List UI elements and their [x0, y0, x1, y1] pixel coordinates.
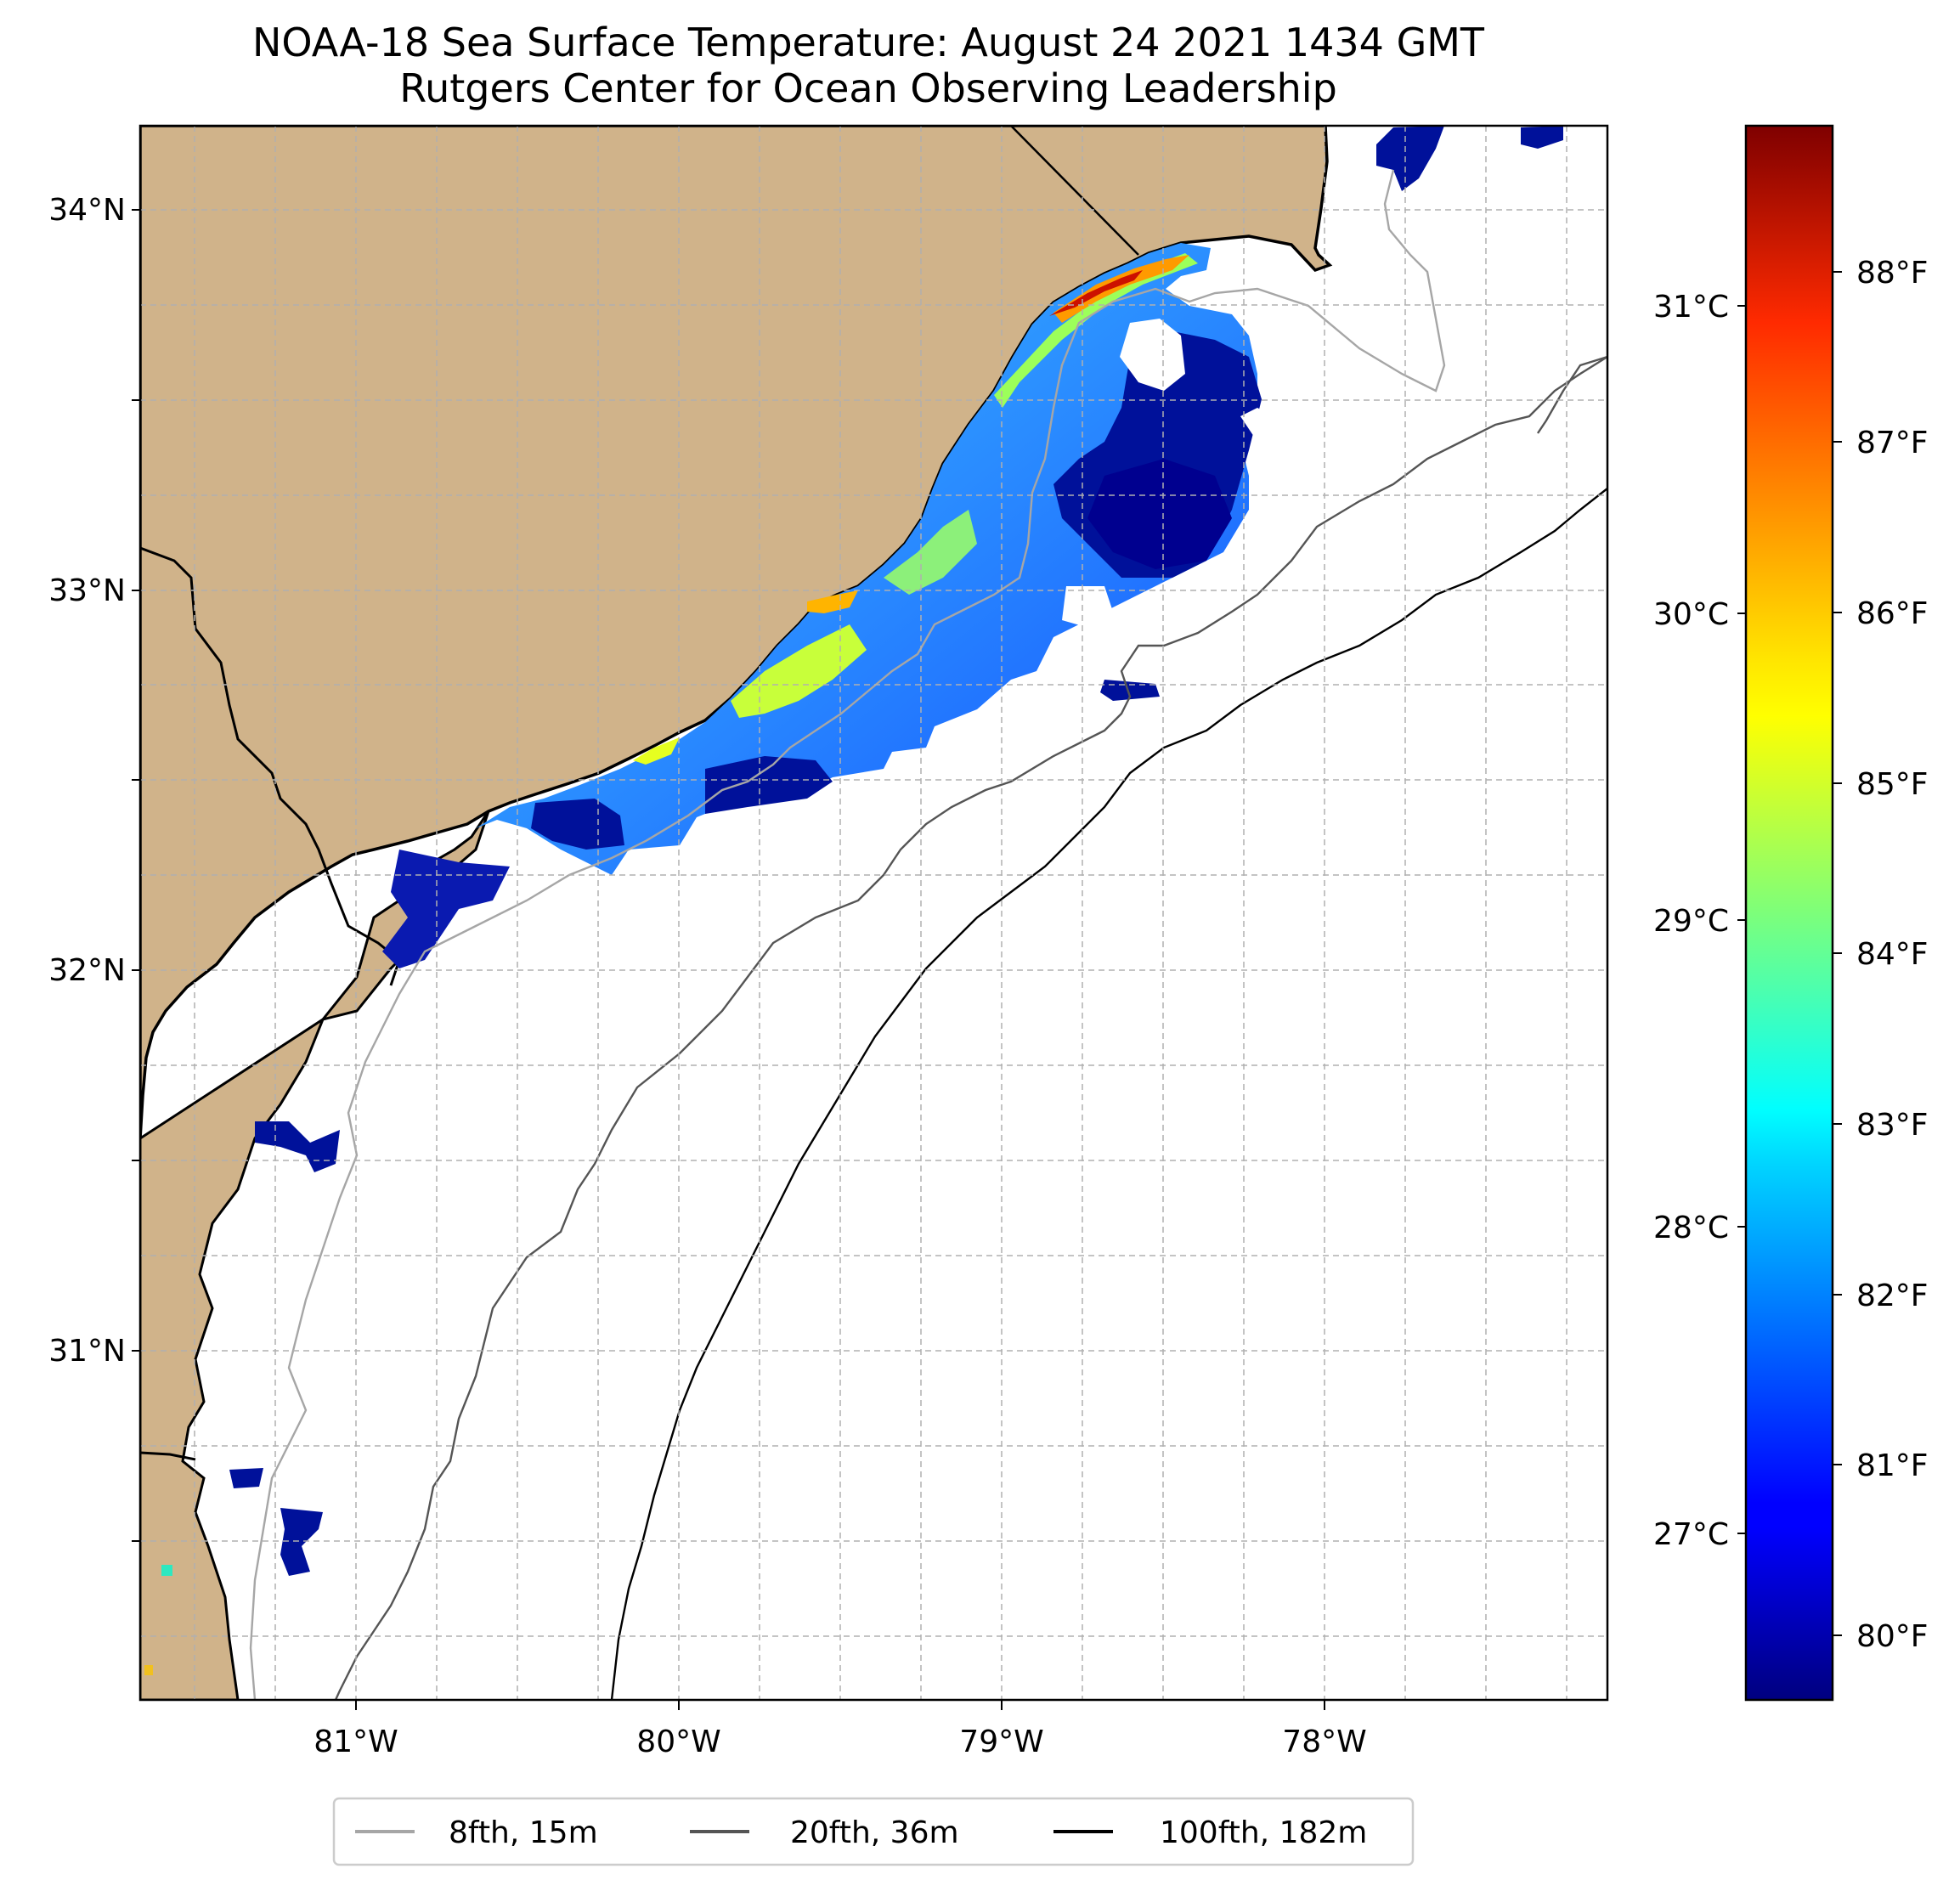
- colorbar: 31°C 30°C 29°C 28°C 27°C 88°F 87°F 86°F …: [1653, 124, 1929, 1702]
- colorbar-fahrenheit-label: 80°F: [1856, 1619, 1929, 1654]
- colorbar-fahrenheit-label: 84°F: [1856, 937, 1929, 972]
- lon-tick-label: 79°W: [959, 1725, 1043, 1759]
- sst-cold-patch-3: [705, 756, 833, 814]
- isobath-20fth-north: [1537, 355, 1607, 434]
- title-line-2: Rutgers Center for Ocean Observing Leade…: [399, 65, 1337, 111]
- lon-tick-label: 78°W: [1282, 1725, 1366, 1759]
- colorbar-celsius-label: 30°C: [1653, 597, 1729, 632]
- isobath-100fth: [610, 488, 1607, 1700]
- sst-warm-speck-1: [161, 1565, 172, 1576]
- legend-label-20fth: 20fth, 36m: [790, 1815, 959, 1850]
- lat-tick-label: 32°N: [48, 953, 126, 988]
- lat-tick-label: 34°N: [48, 193, 126, 228]
- sst-cold-patch-7: [1376, 126, 1444, 191]
- map-ticks: [132, 209, 1325, 1710]
- sst-swath-main: [476, 243, 1257, 875]
- isobath-20fth: [334, 355, 1607, 1700]
- sst-cold-patch-8: [1521, 126, 1563, 149]
- sst-warm-strip-2: [1053, 255, 1189, 323]
- map-panel: 34°N 33°N 32°N 31°N 81°W 80°W 79°W 78°W: [48, 124, 1609, 1759]
- sst-cold-patch-5: [382, 850, 510, 968]
- lon-tick-labels: 81°W 80°W 79°W 78°W: [313, 1725, 1366, 1759]
- colorbar-celsius-label: 27°C: [1653, 1517, 1729, 1552]
- colorbar-gradient: [1744, 124, 1834, 1702]
- title-line-1: NOAA-18 Sea Surface Temperature: August …: [252, 20, 1485, 65]
- sst-warm-speck-2: [144, 1665, 153, 1675]
- colorbar-fahrenheit-label: 85°F: [1856, 767, 1929, 802]
- colorbar-celsius-label: 28°C: [1653, 1211, 1729, 1245]
- colorbar-fahrenheit-label: 87°F: [1856, 426, 1929, 460]
- colorbar-fahrenheit-label: 82°F: [1856, 1279, 1929, 1313]
- colorbar-fahrenheit-label: 81°F: [1856, 1448, 1929, 1483]
- sst-warm-strip-6: [633, 737, 680, 765]
- legend-label-8fth: 8fth, 15m: [449, 1815, 598, 1850]
- isobath-8fth: [249, 169, 1446, 1700]
- state-border-south: [140, 546, 401, 986]
- sst-cold-patch-9: [255, 1121, 340, 1172]
- lon-tick-label: 81°W: [313, 1725, 398, 1759]
- lon-tick-label: 80°W: [636, 1725, 720, 1759]
- legend-box: [332, 1797, 1415, 1866]
- state-border: [1010, 126, 1139, 256]
- colorbar-celsius-ticks: [1737, 305, 1746, 1534]
- cloud-hole-1: [1120, 319, 1185, 391]
- lat-tick-label: 33°N: [48, 573, 126, 608]
- land-mass-south: [140, 1016, 326, 1700]
- sst-cold-patch-4: [531, 799, 624, 850]
- colorbar-fahrenheit-label: 86°F: [1856, 596, 1929, 631]
- colorbar-fahrenheit-ticks: [1833, 271, 1842, 1636]
- sst-warm-strip-3: [807, 590, 858, 613]
- colorbar-celsius-label: 29°C: [1653, 904, 1729, 939]
- sst-cold-patch-10: [280, 1508, 323, 1576]
- colorbar-fahrenheit-label: 83°F: [1856, 1108, 1929, 1143]
- state-border-fl: [140, 1451, 196, 1461]
- sst-warm-strip-1: [994, 253, 1198, 408]
- sst-cold-patch-11: [229, 1468, 263, 1488]
- legend-label-100fth: 100fth, 182m: [1160, 1815, 1367, 1850]
- colorbar-fahrenheit-label: 88°F: [1856, 256, 1929, 291]
- gridlines: [140, 126, 1607, 1700]
- map-frame: [138, 124, 1609, 1702]
- colorbar-celsius-label: 31°C: [1653, 290, 1729, 325]
- sst-warm-strip-4: [731, 624, 867, 718]
- cloud-hole-3: [1240, 408, 1287, 442]
- legend: 8fth, 15m 20fth, 36m 100fth, 182m: [332, 1797, 1415, 1866]
- lat-tick-labels: 34°N 33°N 32°N 31°N: [48, 193, 126, 1369]
- cloud-hole-2: [1062, 586, 1113, 629]
- sst-warm-strip-5: [884, 510, 977, 595]
- lat-tick-label: 31°N: [48, 1334, 126, 1369]
- sst-cold-patch-2: [1087, 459, 1232, 569]
